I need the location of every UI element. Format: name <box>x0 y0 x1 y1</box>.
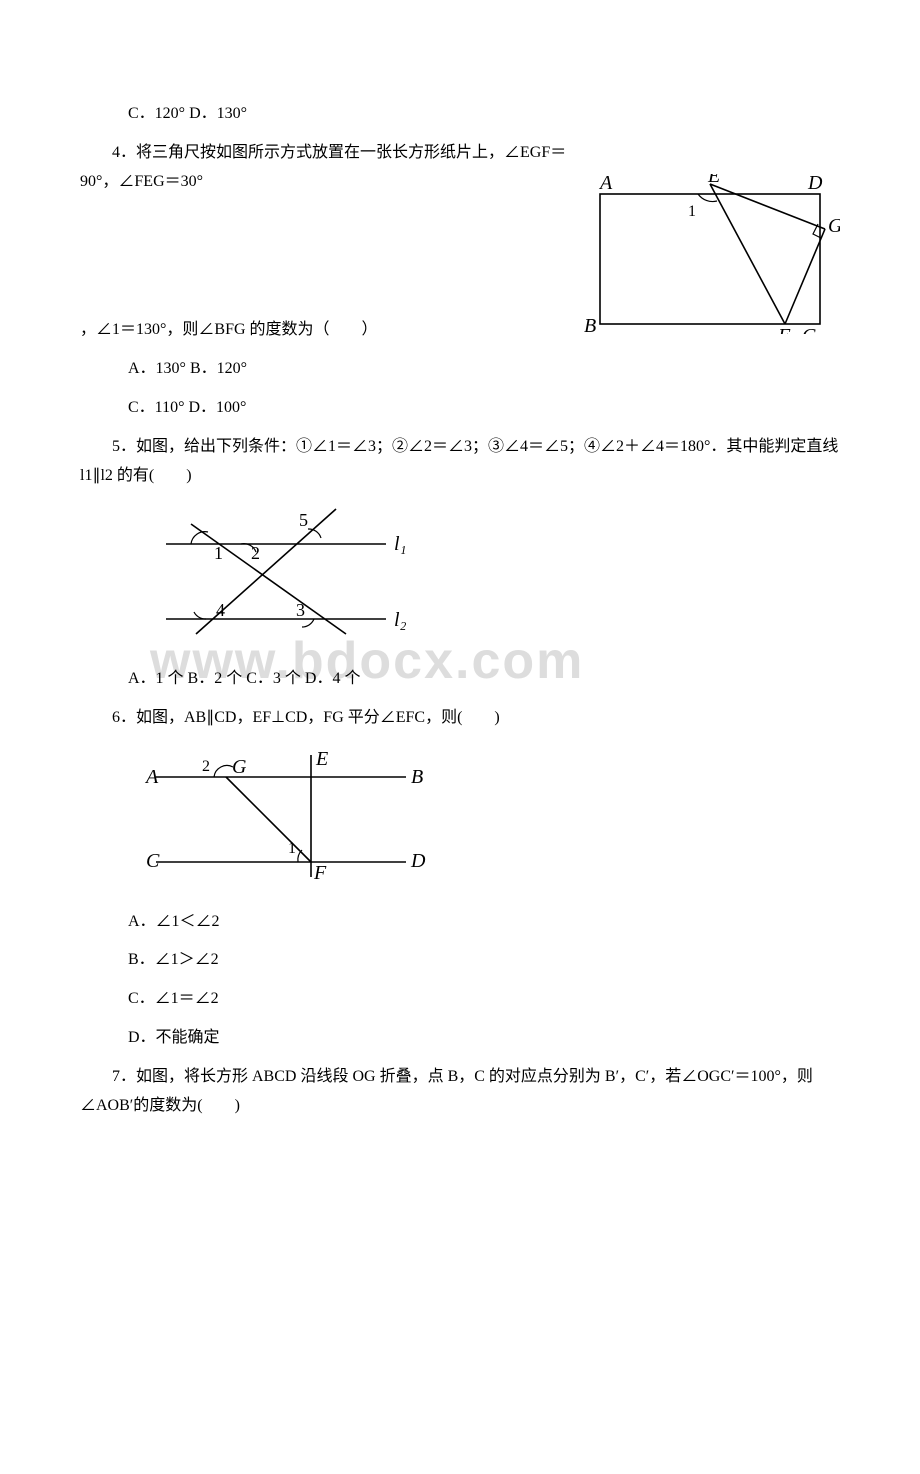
q4-option-cd: C．110° D．100° <box>80 394 840 423</box>
q5-stem: 5．如图，给出下列条件：①∠1＝∠3；②∠2＝∠3；③∠4＝∠5；④∠2＋∠4＝… <box>80 433 840 491</box>
q6-label-2: 2 <box>202 758 210 775</box>
page-content: C．120° D．130° 4．将三角尺按如图所示方式放置在一张长方形纸片上，∠… <box>80 100 840 1434</box>
q3-option-cd: C．120° D．130° <box>80 100 840 129</box>
q6-option-c: C．∠1＝∠2 <box>80 985 840 1014</box>
q4-figure: A D B C E F G 1 <box>580 174 840 345</box>
q4-label-E: E <box>707 174 720 187</box>
q4-label-1: 1 <box>688 203 696 220</box>
q5-label-l1: l₁ <box>394 533 407 555</box>
q4-option-ab: A．130° B．120° <box>80 355 840 384</box>
q5-label-5: 5 <box>299 510 308 530</box>
q5-options: A．1 个 B．2 个 C．3 个 D．4 个 <box>80 665 840 694</box>
bottom-spacer <box>80 1134 840 1434</box>
q6-label-1: 1 <box>288 840 296 857</box>
q5-label-1: 1 <box>214 543 223 563</box>
q6-option-d: D．不能确定 <box>80 1024 840 1053</box>
q5-label-2: 2 <box>251 543 260 563</box>
q4-label-C: C <box>802 325 816 334</box>
q6-label-C: C <box>146 850 160 872</box>
q6-label-E: E <box>315 748 328 770</box>
q5-figure: 1 2 5 4 3 l₁ l₂ <box>136 504 840 655</box>
q4-stem-2: ，∠1＝130°，则∠BFG 的度数为（ ） <box>80 321 378 338</box>
q4-label-B: B <box>584 315 596 334</box>
q6-stem: 6．如图，AB∥CD，EF⊥CD，FG 平分∠EFC，则( ) <box>80 704 840 733</box>
q4-label-A: A <box>598 174 613 194</box>
q4-stem-1: 4．将三角尺按如图所示方式放置在一张长方形纸片上，∠EGF＝90°，∠FEG＝3… <box>80 139 580 197</box>
q6-label-A: A <box>144 766 159 788</box>
q4-label-F: F <box>777 325 791 334</box>
q7-stem: 7．如图，将长方形 ABCD 沿线段 OG 折叠，点 B，C 的对应点分别为 B… <box>80 1063 840 1121</box>
q6-option-b: B．∠1＞∠2 <box>80 946 840 975</box>
q5-label-3: 3 <box>296 600 305 620</box>
q4-label-D: D <box>807 174 823 194</box>
q6-label-G: G <box>232 756 247 778</box>
q5-label-l2: l₂ <box>394 609 407 631</box>
q6-label-B: B <box>411 766 423 788</box>
q4-label-G: G <box>828 215 840 237</box>
q4-row: 4．将三角尺按如图所示方式放置在一张长方形纸片上，∠EGF＝90°，∠FEG＝3… <box>80 139 840 345</box>
q6-label-D: D <box>410 850 426 872</box>
q6-option-a: A．∠1＜∠2 <box>80 908 840 937</box>
q5-label-4: 4 <box>216 600 225 620</box>
q6-figure: A B C D E F G 1 2 <box>136 747 840 898</box>
q6-label-F: F <box>313 862 327 884</box>
